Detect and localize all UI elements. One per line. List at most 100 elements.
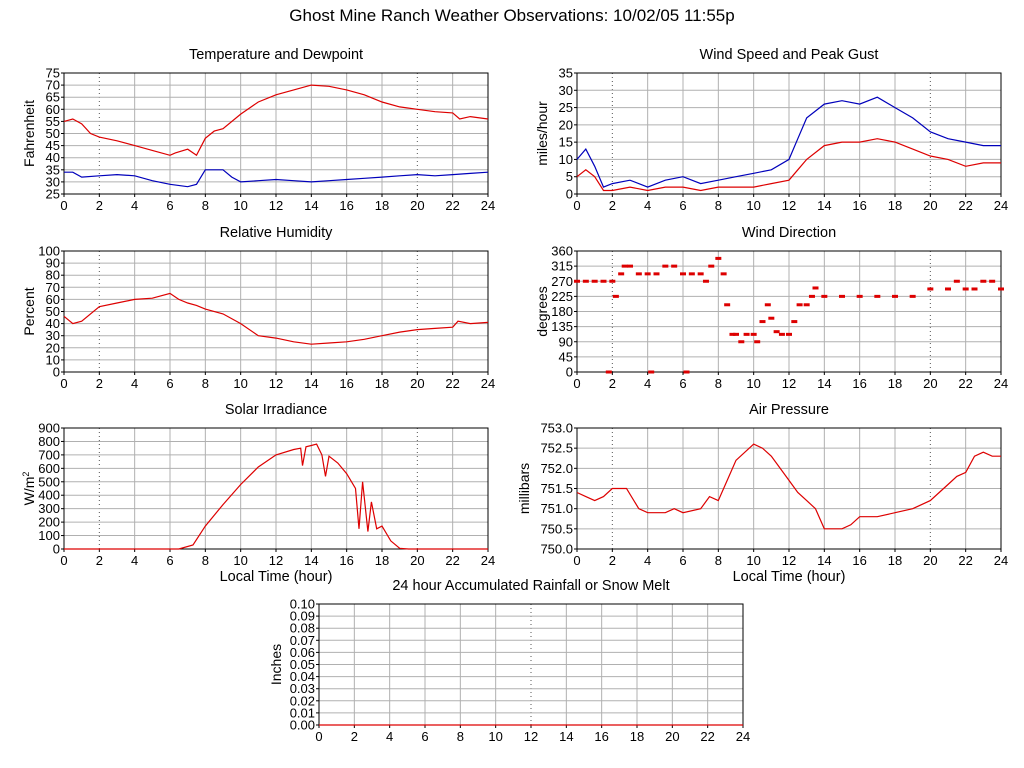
x-tick-label: 4 (131, 376, 138, 391)
x-tick-label: 16 (852, 376, 866, 391)
x-tick-label: 2 (96, 376, 103, 391)
data-point (720, 272, 727, 276)
series-line-0 (576, 443, 1001, 530)
data-point (764, 303, 771, 307)
series-line-0 (63, 84, 489, 157)
data-point (729, 332, 736, 336)
x-tick-label: 4 (131, 198, 138, 213)
data-point (591, 279, 598, 283)
data-point (574, 279, 580, 283)
x-tick-label: 0 (573, 198, 580, 213)
x-tick-label: 14 (817, 553, 831, 568)
y-tick-label: 752.5 (540, 441, 573, 456)
x-tick-label: 14 (817, 198, 831, 213)
chart-temp: 0 2 4 6 8 10 12 14 16 18 20 22 242530354045505560657… (21, 47, 495, 213)
y-tick-label: 30 (559, 83, 573, 98)
y-tick-label: 300 (38, 501, 60, 516)
x-tick-label: 6 (166, 553, 173, 568)
x-tick-label: 22 (958, 198, 972, 213)
series-line-1 (64, 169, 489, 188)
data-point (605, 370, 612, 374)
x-tick-label: 24 (481, 376, 495, 391)
x-tick-label: 12 (269, 198, 283, 213)
y-tick-label: 25 (46, 187, 60, 202)
x-tick-label: 20 (923, 376, 937, 391)
y-tick-label: 0.03 (290, 681, 315, 696)
chart-title: Wind Direction (742, 225, 836, 241)
x-tick-label: 2 (609, 553, 616, 568)
y-axis-label: Percent (21, 287, 37, 335)
series-line-0 (576, 96, 1001, 188)
x-tick-label: 24 (994, 198, 1008, 213)
x-tick-label: 18 (888, 198, 902, 213)
x-tick-label: 2 (609, 198, 616, 213)
data-point (648, 370, 655, 374)
x-axis-label: Local Time (hour) (220, 569, 333, 585)
y-tick-label: 700 (38, 447, 60, 462)
chart-solar: 0 2 4 6 8 10 12 14 16 18 20 22 240100200300400500600… (21, 402, 495, 585)
x-tick-label: 0 (315, 729, 322, 744)
x-tick-label: 6 (679, 198, 686, 213)
y-tick-label: 35 (559, 66, 573, 81)
chart-wind: 0 2 4 6 8 10 12 14 16 18 20 22 2405101520253035Wind … (534, 47, 1008, 213)
data-point (688, 272, 695, 276)
y-tick-label: 0.02 (290, 693, 315, 708)
y-tick-label: 753.0 (540, 421, 573, 436)
y-tick-label: 135 (551, 319, 573, 334)
x-tick-label: 12 (524, 729, 538, 744)
data-point (980, 279, 987, 283)
x-tick-label: 20 (665, 729, 679, 744)
x-tick-label: 0 (60, 376, 67, 391)
x-tick-label: 10 (746, 198, 760, 213)
data-point (945, 287, 951, 291)
x-tick-label: 8 (715, 553, 722, 568)
x-tick-label: 24 (481, 553, 495, 568)
x-tick-label: 16 (339, 198, 353, 213)
x-tick-label: 6 (166, 376, 173, 391)
y-tick-label: 75 (46, 66, 60, 81)
data-point (773, 330, 780, 334)
data-point (812, 286, 819, 290)
data-point (759, 320, 766, 324)
x-tick-label: 24 (994, 553, 1008, 568)
data-point (702, 279, 709, 283)
data-point (754, 340, 761, 344)
x-tick-label: 8 (202, 553, 209, 568)
data-point (778, 332, 785, 336)
y-tick-label: 0 (53, 542, 60, 557)
x-tick-label: 12 (782, 553, 796, 568)
x-tick-label: 16 (339, 553, 353, 568)
x-tick-label: 4 (386, 729, 393, 744)
data-point (796, 303, 803, 307)
x-tick-label: 4 (644, 376, 651, 391)
data-point (909, 294, 916, 298)
data-point (612, 294, 619, 298)
page-title: Ghost Mine Ranch Weather Observations: 1… (289, 6, 735, 25)
chart-humidity: 0 2 4 6 8 10 12 14 16 18 20 22 240102030405060708090… (21, 225, 495, 391)
x-tick-label: 2 (351, 729, 358, 744)
x-tick-label: 16 (852, 198, 866, 213)
x-tick-label: 24 (994, 376, 1008, 391)
chart-title: Air Pressure (749, 402, 829, 418)
y-tick-label: 750.0 (540, 542, 573, 557)
y-tick-label: 600 (38, 461, 60, 476)
data-point (989, 279, 996, 283)
chart-direction: 0 2 4 6 8 10 12 14 16 18 20 22 240459013518022527031… (534, 225, 1008, 391)
y-tick-label: 315 (551, 259, 573, 274)
x-tick-label: 18 (375, 198, 389, 213)
data-point (621, 264, 628, 268)
x-tick-label: 0 (60, 553, 67, 568)
y-tick-label: 751.5 (540, 481, 573, 496)
chart-title: Wind Speed and Peak Gust (700, 47, 879, 63)
x-tick-label: 2 (96, 198, 103, 213)
data-point (892, 294, 898, 298)
data-point (786, 332, 792, 336)
y-tick-label: 800 (38, 434, 60, 449)
x-tick-label: 14 (304, 376, 318, 391)
plot-border (576, 72, 1002, 195)
plot-border (576, 427, 1002, 550)
data-point (791, 320, 798, 324)
y-tick-label: 0.06 (290, 645, 315, 660)
x-tick-label: 18 (375, 376, 389, 391)
x-tick-label: 14 (304, 553, 318, 568)
